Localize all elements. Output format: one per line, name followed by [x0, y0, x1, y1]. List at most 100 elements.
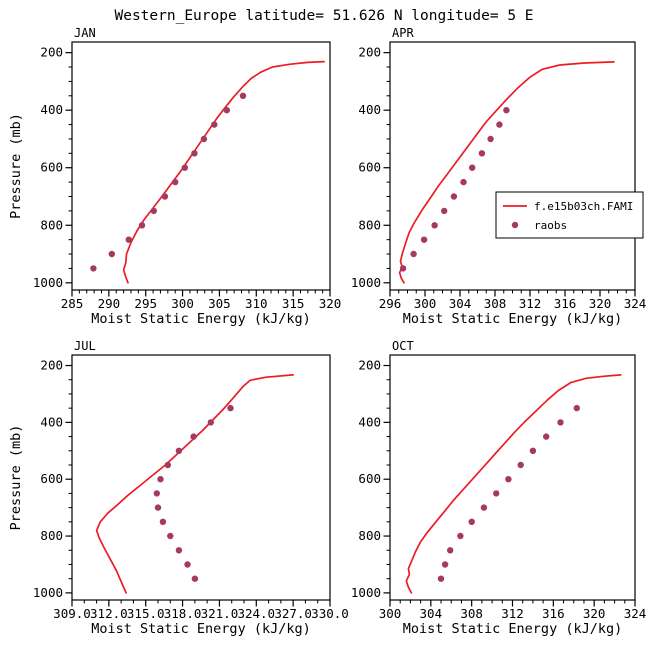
raobs-point [450, 193, 458, 200]
raobs-point [410, 250, 417, 258]
y-tick-label: 1000 [351, 275, 381, 290]
plot-box [71, 354, 331, 601]
raobs-point [239, 92, 247, 100]
panel-jan: 285 290 295 300 305 310 315 320 200 400 600 800 1000… [8, 26, 341, 327]
panel-month-label: JAN [74, 26, 96, 40]
y-tick-label: 1000 [351, 585, 381, 600]
y-tick-label: 600 [358, 471, 381, 486]
raobs-point [441, 561, 449, 568]
raobs-point [175, 547, 183, 554]
panel-month-label: OCT [392, 339, 414, 353]
raobs-point [496, 121, 503, 128]
x-tick-label: 316 [554, 296, 577, 311]
y-tick-label: 600 [358, 160, 381, 175]
x-tick-label: 320 [319, 296, 342, 311]
legend-dot-sample [511, 221, 519, 229]
raobs-point [487, 135, 494, 143]
x-tick-label: 318.0 [164, 606, 202, 621]
raobs-point [529, 447, 537, 454]
raobs-point [172, 178, 179, 186]
x-tick-label: 312 [519, 296, 542, 311]
raobs-point [573, 404, 580, 412]
x-tick-label: 290 [98, 296, 121, 311]
raobs-point [200, 135, 208, 143]
raobs-point [191, 575, 199, 582]
x-tick-label: 315.0 [127, 606, 165, 621]
raobs-point [469, 164, 476, 171]
x-tick-label: 309.0 [53, 606, 91, 621]
y-tick-label: 800 [358, 528, 381, 543]
x-tick-label: 312 [501, 606, 524, 621]
model-line [122, 60, 325, 284]
x-tick-label: 315 [282, 296, 305, 311]
x-tick-label: 324 [624, 606, 647, 621]
raobs-point [493, 490, 500, 497]
raobs-point [557, 419, 564, 426]
raobs-point [431, 222, 438, 229]
y-tick-label: 600 [40, 471, 63, 486]
x-tick-label: 300 [414, 296, 437, 311]
x-tick-label: 320 [589, 296, 612, 311]
raobs-point [108, 250, 116, 258]
y-tick-label: 400 [40, 414, 63, 429]
panel-apr: 296 300 304 308 312 316 320 324 200 400 600 800 1000… [351, 26, 646, 327]
raobs-point [503, 107, 510, 114]
legend-box [495, 191, 644, 239]
raobs-point [227, 404, 234, 412]
raobs-point [457, 532, 464, 540]
x-tick-label: 312.0 [90, 606, 128, 621]
x-axis-title: Moist Static Energy (kJ/kg) [403, 621, 622, 637]
raobs-point [157, 476, 164, 483]
x-tick-label: 295 [134, 296, 157, 311]
plot-box [389, 354, 636, 601]
panel-oct: 300 304 308 312 316 320 324 200 400 600 800 1000 OCT… [351, 339, 646, 637]
x-tick-label: 304 [420, 606, 443, 621]
raobs-point [150, 207, 157, 215]
raobs-point [90, 265, 97, 272]
raobs-point [138, 222, 146, 229]
y-tick-label: 200 [358, 358, 381, 373]
raobs-point [223, 107, 230, 114]
raobs-point [190, 433, 197, 440]
x-axis-title: Moist Static Energy (kJ/kg) [403, 311, 622, 327]
panel-month-label: APR [392, 26, 414, 40]
x-tick-label: 285 [61, 296, 84, 311]
raobs-point [211, 121, 218, 128]
y-axis-title: Pressure (mb) [8, 425, 24, 531]
figure-title: Western_Europe latitude= 51.626 N longit… [114, 8, 533, 24]
raobs-point [505, 476, 512, 483]
y-tick-label: 800 [358, 217, 381, 232]
y-tick-label: 400 [358, 414, 381, 429]
raobs-point [181, 164, 188, 171]
x-tick-label: 330.0 [311, 606, 349, 621]
model-line [405, 374, 622, 594]
raobs-point [164, 461, 171, 469]
legend-label-raobs: raobs [534, 219, 567, 232]
raobs-point [191, 150, 198, 157]
y-tick-label: 200 [358, 45, 381, 60]
y-tick-label: 1000 [33, 585, 63, 600]
x-tick-label: 305 [208, 296, 231, 311]
y-tick-label: 800 [40, 217, 63, 232]
raobs-point [420, 236, 428, 243]
legend: f.e15b03ch.FAMI raobs [495, 191, 644, 239]
legend-label-model: f.e15b03ch.FAMI [534, 200, 633, 213]
x-tick-label: 324.0 [237, 606, 275, 621]
x-tick-label: 304 [449, 296, 472, 311]
y-axis-title: Pressure (mb) [8, 113, 24, 219]
x-tick-label: 300 [379, 606, 402, 621]
raobs-point [441, 207, 448, 215]
raobs-point [543, 433, 550, 440]
raobs-point [437, 575, 445, 582]
y-tick-label: 800 [40, 528, 63, 543]
raobs-point [159, 518, 167, 525]
x-tick-label: 310 [245, 296, 268, 311]
model-line [398, 61, 615, 284]
x-axis-title: Moist Static Energy (kJ/kg) [91, 621, 310, 637]
raobs-point [184, 561, 191, 568]
y-tick-label: 200 [40, 45, 63, 60]
y-tick-label: 200 [40, 358, 63, 373]
x-tick-label: 327.0 [274, 606, 312, 621]
